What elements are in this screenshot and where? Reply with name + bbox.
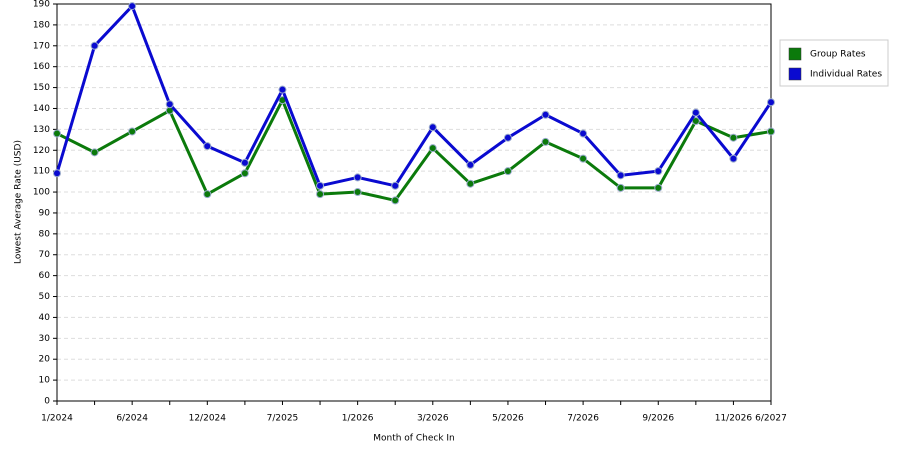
data-point — [53, 129, 61, 138]
y-tick-label: 90 — [39, 208, 51, 218]
data-point — [165, 100, 174, 109]
data-point — [353, 173, 362, 182]
data-point — [466, 160, 475, 169]
series-line — [55, 4, 773, 188]
y-tick-label: 130 — [33, 125, 50, 135]
x-tick-label: 11/2026 — [715, 414, 753, 424]
data-point — [654, 183, 663, 192]
data-point — [128, 2, 137, 11]
y-tick-label: 190 — [33, 0, 50, 10]
x-axis-title: Month of Check In — [373, 434, 455, 444]
data-point — [203, 190, 212, 199]
y-tick-label: 180 — [33, 20, 50, 30]
legend-label: Group Rates — [810, 50, 866, 60]
y-tick-label: 160 — [33, 62, 50, 72]
series-line — [56, 98, 772, 202]
legend-swatch — [788, 47, 802, 61]
data-point — [503, 133, 512, 142]
y-tick-label: 170 — [33, 41, 50, 51]
y-tick-label: 110 — [33, 167, 50, 177]
data-point — [240, 158, 249, 167]
data-point — [353, 188, 362, 197]
data-point — [316, 190, 325, 199]
y-tick-label: 100 — [33, 188, 50, 198]
y-tick-label: 0 — [44, 397, 50, 407]
y-tick-label: 30 — [39, 334, 51, 344]
data-point — [90, 41, 99, 50]
data-point — [278, 85, 287, 94]
data-point — [203, 142, 212, 151]
x-tick-label: 1/2026 — [342, 414, 374, 424]
plot-frame — [56, 3, 772, 402]
x-tick-label: 5/2026 — [492, 414, 524, 424]
data-point — [90, 148, 99, 157]
data-point — [240, 169, 249, 178]
y-tick-label: 80 — [39, 229, 51, 239]
data-point — [391, 181, 400, 190]
x-tick-label: 1/2024 — [41, 414, 73, 424]
x-tick-label: 9/2026 — [642, 414, 674, 424]
data-point — [316, 181, 325, 190]
data-point — [767, 98, 775, 107]
x-tick-label: 7/2026 — [567, 414, 599, 424]
data-point — [691, 117, 700, 126]
data-point — [428, 144, 437, 153]
legend-label: Individual Rates — [810, 70, 882, 80]
x-tick-label: 6/2027 — [755, 414, 787, 424]
y-tick-label: 60 — [39, 271, 51, 281]
y-axis-title: Lowest Average Rate (USD) — [14, 140, 24, 264]
y-tick-label: 50 — [39, 292, 51, 302]
data-point — [53, 169, 61, 178]
data-point — [579, 129, 588, 138]
y-tick-label: 70 — [39, 250, 51, 260]
data-point — [541, 110, 550, 119]
y-tick-label: 10 — [39, 376, 51, 386]
data-point — [654, 167, 663, 176]
y-tick-label: 120 — [33, 146, 50, 156]
data-point — [691, 108, 700, 117]
x-tick-label: 6/2024 — [116, 414, 148, 424]
x-tick-label: 12/2024 — [189, 414, 227, 424]
data-point — [428, 123, 437, 132]
data-point — [391, 196, 400, 205]
data-point — [128, 127, 137, 136]
data-point — [466, 179, 475, 188]
y-tick-label: 20 — [39, 355, 51, 365]
data-point — [767, 127, 775, 136]
data-point — [503, 167, 512, 176]
data-point — [579, 154, 588, 163]
legend-swatch — [788, 67, 802, 81]
data-point — [729, 133, 738, 142]
y-tick-label: 140 — [33, 104, 50, 114]
data-point — [616, 171, 625, 180]
data-point — [541, 137, 550, 146]
data-point — [616, 183, 625, 192]
y-tick-label: 40 — [39, 313, 51, 323]
data-point — [729, 154, 738, 163]
y-tick-label: 150 — [33, 83, 50, 93]
x-tick-label: 3/2026 — [417, 414, 449, 424]
x-tick-label: 7/2025 — [267, 414, 299, 424]
